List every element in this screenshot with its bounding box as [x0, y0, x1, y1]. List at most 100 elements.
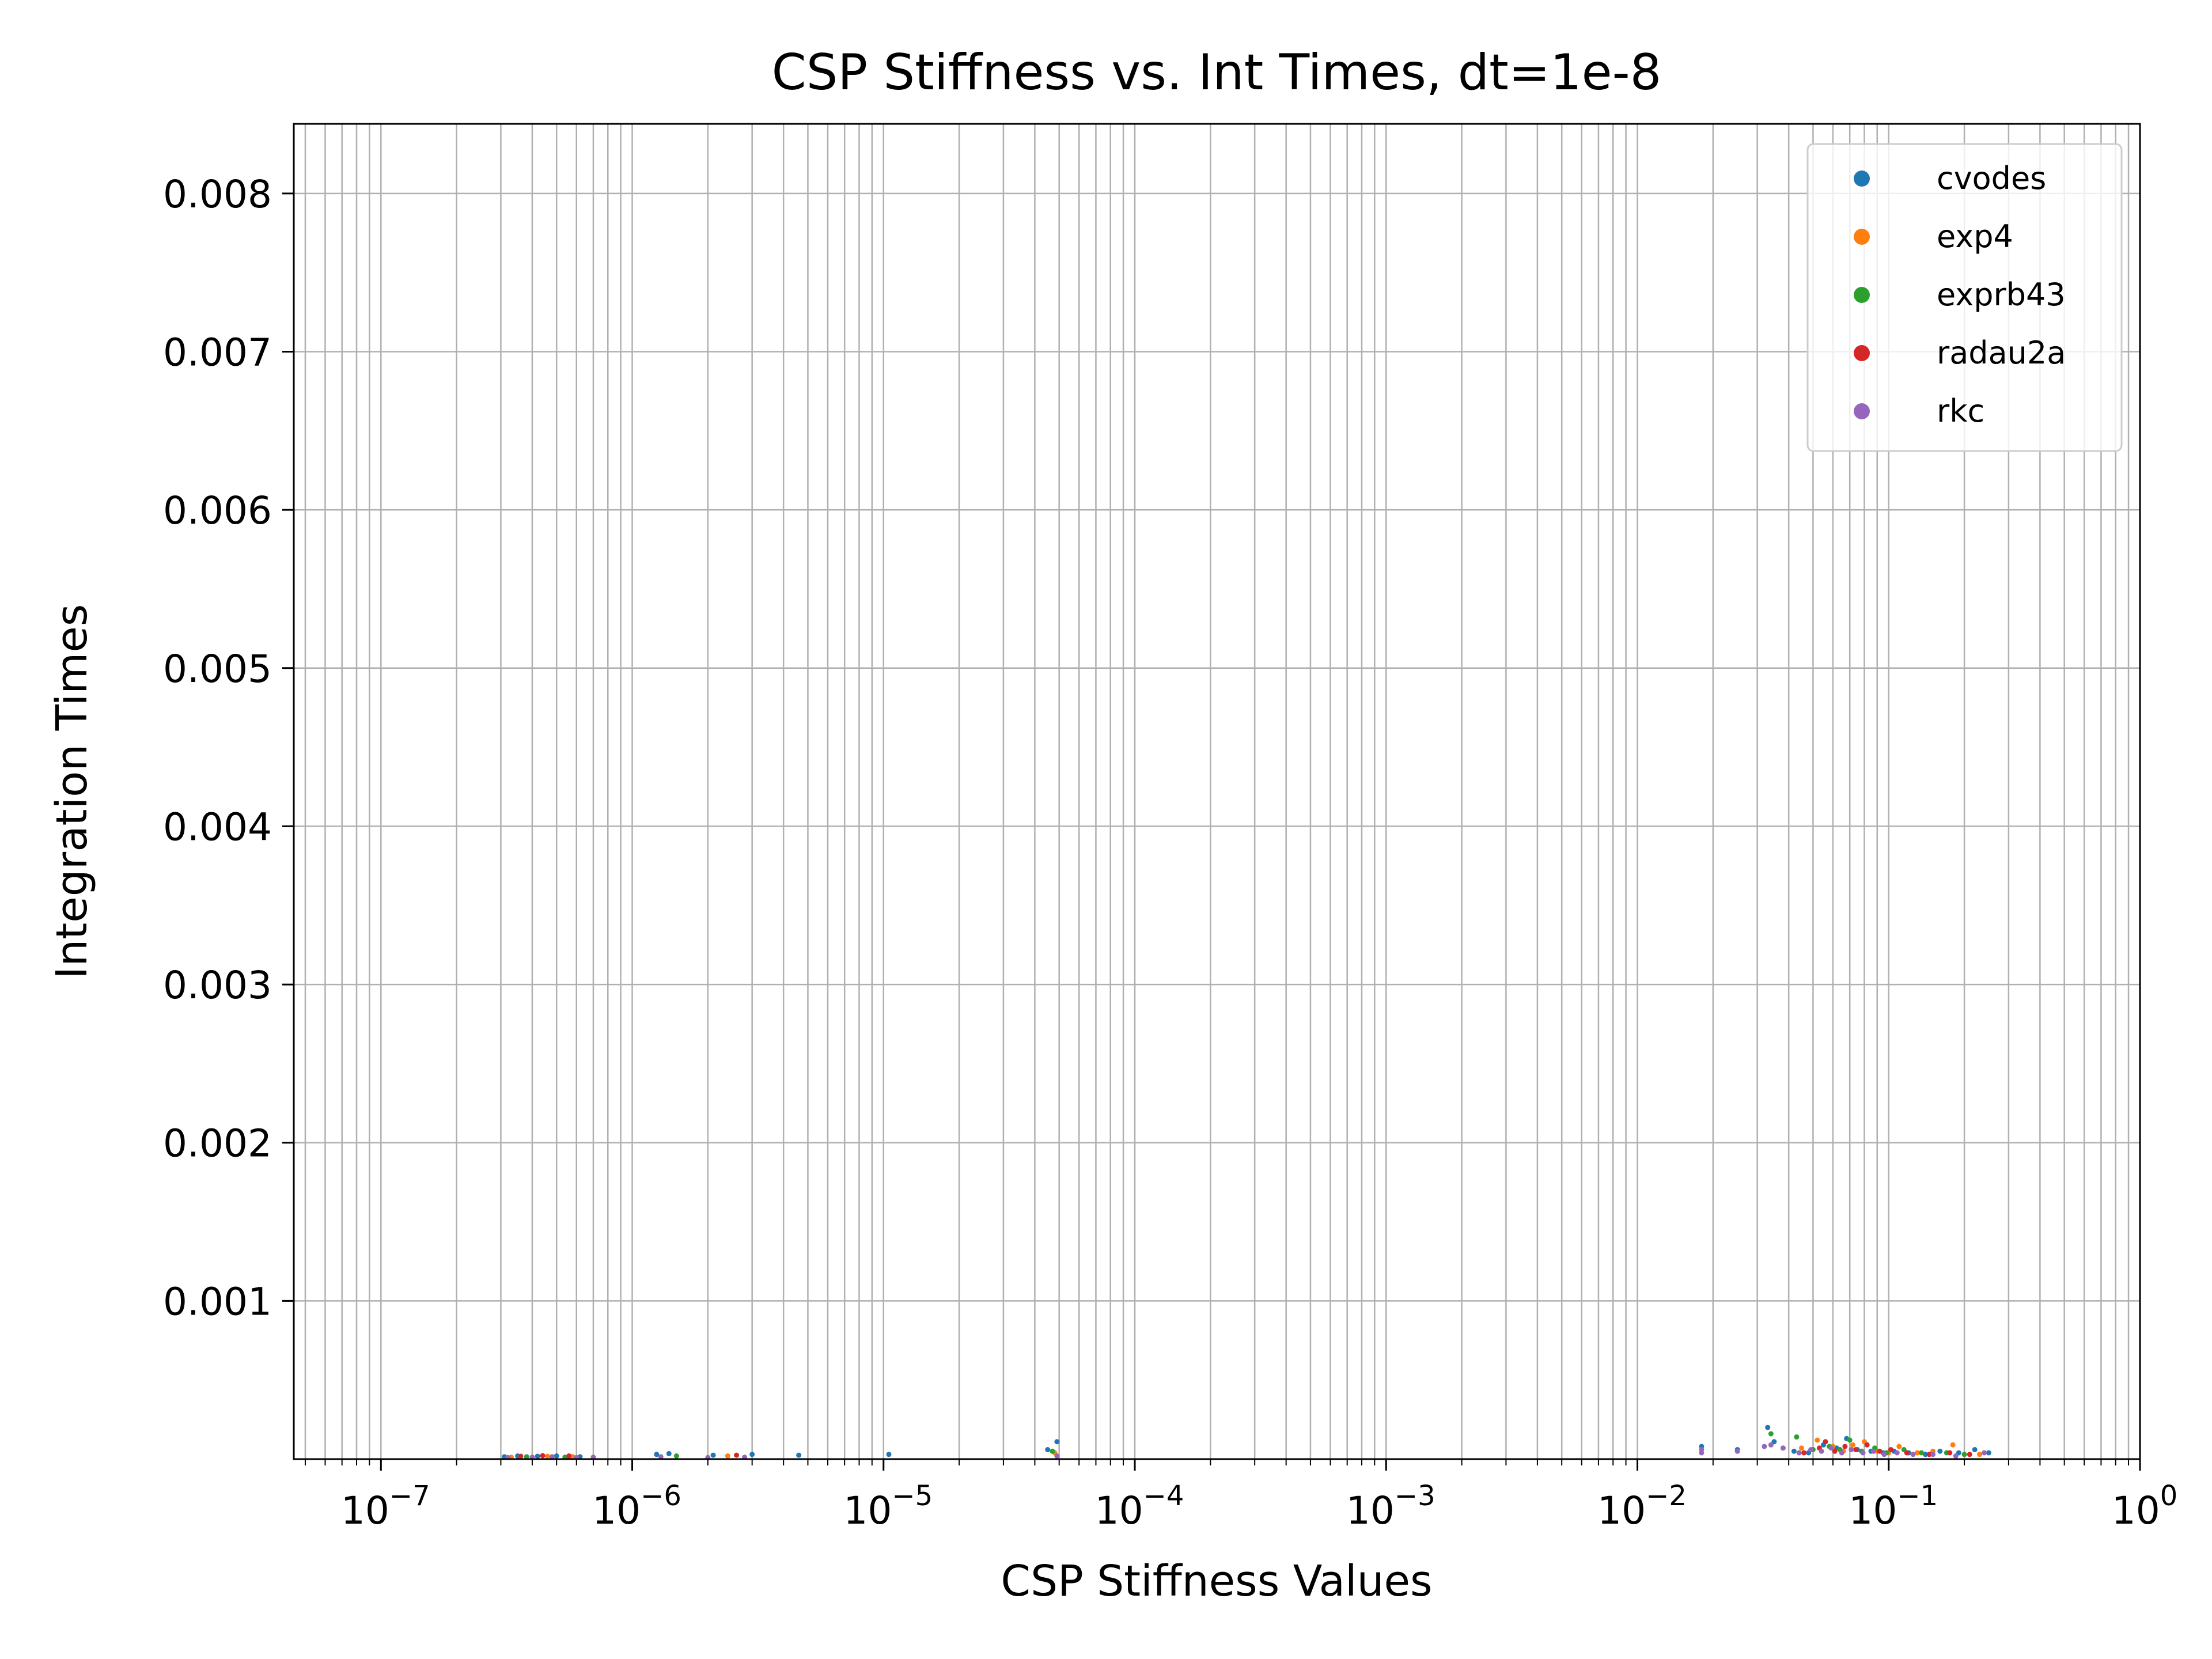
point-radau2a	[1842, 1444, 1848, 1449]
point-rkc	[1762, 1444, 1767, 1449]
y-tick-label: 0.004	[163, 805, 272, 849]
x-tick-label: 10−6	[592, 1480, 681, 1533]
point-radau2a	[734, 1452, 740, 1458]
legend-marker-exp4	[1854, 229, 1870, 245]
y-tick-label: 0.001	[163, 1279, 272, 1324]
point-rkc	[549, 1454, 555, 1460]
legend-label-radau2a: radau2a	[1937, 335, 2066, 371]
legend-marker-rkc	[1854, 403, 1870, 419]
point-rkc	[1881, 1452, 1887, 1457]
point-cvodes	[666, 1450, 672, 1456]
point-rkc	[1734, 1448, 1740, 1454]
point-radau2a	[1823, 1439, 1828, 1445]
point-cvodes	[749, 1452, 755, 1457]
point-radau2a	[1853, 1447, 1859, 1453]
point-exp4	[1798, 1445, 1804, 1451]
point-radau2a	[1832, 1448, 1838, 1454]
point-cvodes	[1045, 1447, 1051, 1453]
point-rkc	[1054, 1453, 1060, 1459]
point-cvodes	[1972, 1447, 1978, 1453]
point-radau2a	[518, 1453, 524, 1459]
point-radau2a	[1947, 1450, 1953, 1456]
point-cvodes	[654, 1452, 660, 1457]
chart-title: CSP Stiffness vs. Int Times, dt=1e-8	[772, 44, 1662, 101]
point-radau2a	[1864, 1442, 1870, 1448]
point-radau2a	[1904, 1450, 1910, 1456]
point-rkc	[1870, 1448, 1876, 1454]
point-rkc	[1796, 1450, 1802, 1456]
point-radau2a	[1926, 1452, 1932, 1457]
point-rkc	[1808, 1447, 1814, 1453]
point-radau2a	[540, 1453, 546, 1459]
point-exp4	[544, 1453, 550, 1459]
point-cvodes	[1765, 1425, 1771, 1430]
point-rkc	[1699, 1450, 1705, 1456]
point-radau2a	[1888, 1447, 1894, 1453]
point-cvodes	[1791, 1448, 1797, 1454]
y-tick-label: 0.006	[163, 488, 272, 533]
point-cvodes	[886, 1452, 892, 1457]
point-rkc	[1982, 1450, 1987, 1456]
point-exprb43	[1768, 1431, 1774, 1437]
point-cvodes	[554, 1453, 559, 1459]
point-exprb43	[1847, 1437, 1853, 1443]
point-cvodes	[1923, 1452, 1929, 1457]
legend-marker-exprb43	[1854, 287, 1870, 303]
point-radau2a	[566, 1453, 572, 1459]
point-exprb43	[1919, 1450, 1925, 1456]
point-exp4	[725, 1453, 730, 1459]
point-cvodes	[1937, 1448, 1943, 1454]
point-exprb43	[673, 1453, 679, 1459]
x-tick-label: 10−7	[341, 1480, 430, 1533]
point-cvodes	[1054, 1439, 1060, 1445]
point-exprb43	[1794, 1434, 1800, 1440]
point-exp4	[1977, 1452, 1983, 1457]
point-rkc	[1819, 1448, 1824, 1454]
x-axis-ticks: 10−7 10−6 10−5 10−4 10−3 10−2 10−1 100	[304, 1459, 2178, 1533]
legend-marker-radau2a	[1854, 345, 1870, 361]
point-radau2a	[1877, 1448, 1883, 1454]
point-cvodes	[710, 1452, 716, 1458]
point-exprb43	[1961, 1452, 1967, 1457]
point-rkc	[1780, 1445, 1786, 1451]
x-tick-label: 10−2	[1597, 1480, 1687, 1533]
y-tick-label: 0.002	[163, 1122, 272, 1166]
legend-frame	[1806, 143, 2123, 452]
y-axis-ticks: 0.001 0.002 0.003 0.004 0.005 0.006 0.007 0.008	[163, 172, 294, 1324]
point-exprb43	[524, 1454, 529, 1460]
point-cvodes	[796, 1452, 802, 1458]
point-cvodes	[1986, 1450, 1991, 1456]
point-radau2a	[1967, 1452, 1972, 1457]
point-cvodes	[535, 1453, 540, 1459]
y-tick-label: 0.003	[163, 963, 272, 1007]
legend-marker-cvodes	[1854, 171, 1870, 187]
point-rkc	[1860, 1450, 1866, 1456]
point-rkc	[1910, 1452, 1916, 1457]
point-rkc	[1930, 1452, 1936, 1457]
y-tick-label: 0.005	[163, 647, 272, 691]
point-rkc	[1953, 1453, 1959, 1459]
point-rkc	[1768, 1442, 1774, 1448]
point-exp4	[1850, 1442, 1856, 1448]
x-axis-label: CSP Stiffness Values	[1001, 1556, 1432, 1606]
legend-label-rkc: rkc	[1937, 393, 1984, 429]
x-tick-label: 10−3	[1346, 1480, 1435, 1533]
point-rkc	[1828, 1445, 1834, 1451]
point-exp4	[1815, 1437, 1820, 1443]
point-rkc	[1849, 1447, 1854, 1453]
legend-label-exp4: exp4	[1937, 218, 2013, 255]
point-cvodes	[1771, 1439, 1777, 1445]
point-rkc	[1839, 1450, 1844, 1456]
legend-label-exprb43: exprb43	[1937, 276, 2066, 313]
x-tick-label: 10−1	[1849, 1480, 1938, 1533]
point-exp4	[1950, 1442, 1956, 1448]
plot-frame	[293, 123, 2141, 1460]
legend: cvodes exp4 exprb43 radau2a rkc	[1806, 143, 2123, 452]
x-tick-label: 10−5	[843, 1480, 933, 1533]
y-tick-label: 0.008	[163, 172, 272, 217]
x-tick-label: 100	[2112, 1480, 2178, 1533]
legend-label-cvodes: cvodes	[1937, 160, 2046, 196]
point-exprb43	[1050, 1448, 1055, 1454]
y-tick-label: 0.007	[163, 330, 272, 374]
